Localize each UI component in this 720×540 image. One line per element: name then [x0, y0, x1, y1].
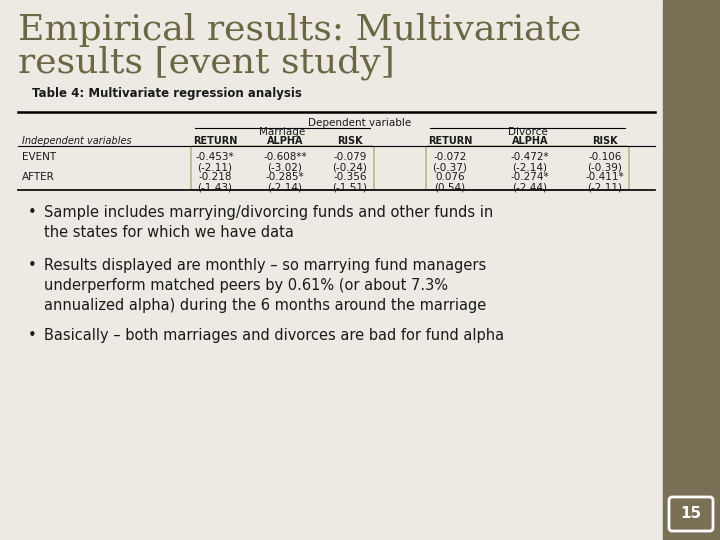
Text: -0.072: -0.072	[433, 152, 467, 162]
Text: RETURN: RETURN	[428, 136, 472, 146]
Text: •: •	[27, 205, 37, 220]
Text: (-2.14): (-2.14)	[268, 182, 302, 192]
Text: -0.274*: -0.274*	[510, 172, 549, 182]
Text: RETURN: RETURN	[193, 136, 237, 146]
Text: Independent variables: Independent variables	[22, 136, 132, 146]
Text: Sample includes marrying/divorcing funds and other funds in
the states for which: Sample includes marrying/divorcing funds…	[44, 205, 493, 240]
Text: (-2.11): (-2.11)	[197, 162, 233, 172]
Text: (-0.24): (-0.24)	[333, 162, 367, 172]
Text: 15: 15	[680, 507, 701, 522]
Text: (-3.02): (-3.02)	[268, 162, 302, 172]
Text: (-0.37): (-0.37)	[433, 162, 467, 172]
Text: EVENT: EVENT	[22, 152, 56, 162]
Text: -0.079: -0.079	[333, 152, 366, 162]
Text: -0.106: -0.106	[588, 152, 621, 162]
Text: -0.411*: -0.411*	[585, 172, 624, 182]
Text: RISK: RISK	[592, 136, 618, 146]
Text: Marriage: Marriage	[259, 127, 305, 137]
Text: -0.608**: -0.608**	[264, 152, 307, 162]
Text: (-1.43): (-1.43)	[197, 182, 233, 192]
Text: (0.54): (0.54)	[434, 182, 466, 192]
Text: AFTER: AFTER	[22, 172, 55, 182]
Text: Divorce: Divorce	[508, 127, 547, 137]
Text: -0.356: -0.356	[333, 172, 366, 182]
Text: (-1.51): (-1.51)	[333, 182, 367, 192]
Text: results [event study]: results [event study]	[18, 46, 395, 80]
Text: •: •	[27, 258, 37, 273]
Text: Dependent variable: Dependent variable	[308, 118, 412, 128]
Text: (-0.39): (-0.39)	[588, 162, 622, 172]
Text: -0.218: -0.218	[198, 172, 232, 182]
Text: ALPHA: ALPHA	[512, 136, 548, 146]
Text: Table 4: Multivariate regression analysis: Table 4: Multivariate regression analysi…	[32, 87, 302, 100]
Text: (-2.11): (-2.11)	[588, 182, 623, 192]
Text: -0.472*: -0.472*	[510, 152, 549, 162]
Bar	[663, 0, 720, 540]
Text: -0.285*: -0.285*	[266, 172, 305, 182]
Text: •: •	[27, 328, 37, 343]
Text: 0.076: 0.076	[435, 172, 465, 182]
Text: Basically – both marriages and divorces are bad for fund alpha: Basically – both marriages and divorces …	[44, 328, 504, 343]
Text: Empirical results: Multivariate: Empirical results: Multivariate	[18, 13, 582, 47]
Text: -0.453*: -0.453*	[196, 152, 234, 162]
Text: (-2.14): (-2.14)	[513, 162, 547, 172]
Text: RISK: RISK	[337, 136, 363, 146]
FancyBboxPatch shape	[669, 497, 713, 531]
Text: (-2.44): (-2.44)	[513, 182, 547, 192]
Text: Results displayed are monthly – so marrying fund managers
underperform matched p: Results displayed are monthly – so marry…	[44, 258, 486, 313]
Text: ALPHA: ALPHA	[266, 136, 303, 146]
